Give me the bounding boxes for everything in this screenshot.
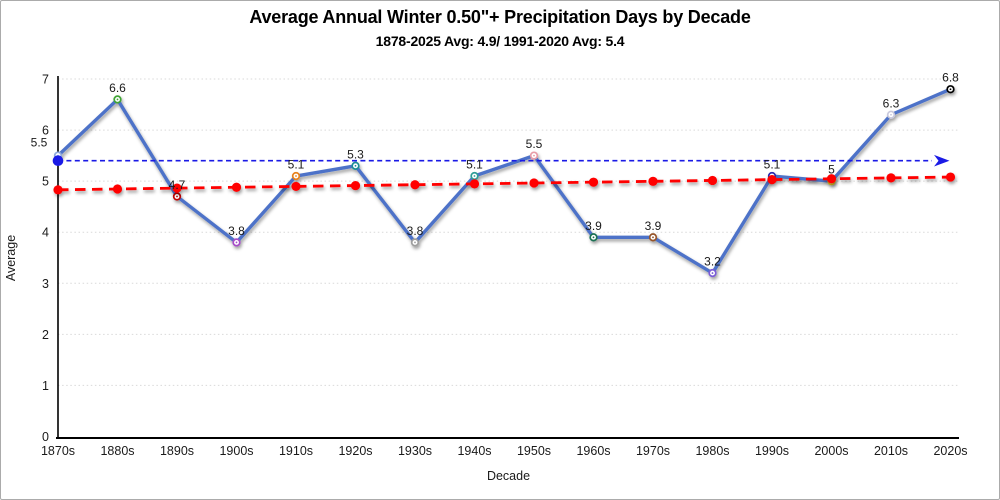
data-label: 5.5 — [526, 137, 543, 151]
y-tick-label: 7 — [42, 73, 49, 87]
data-label: 5.3 — [347, 147, 364, 161]
series-reference-average — [52, 154, 950, 167]
x-tick-label: 2000s — [814, 444, 848, 458]
data-point-marker-center — [592, 236, 595, 239]
data-label: 4.7 — [169, 178, 186, 192]
x-axis-title: Decade — [487, 469, 530, 483]
y-tick-label: 4 — [42, 226, 49, 240]
y-tick-label: 5 — [42, 175, 49, 189]
x-tick-label: 1880s — [100, 444, 134, 458]
x-tick-label: 1870s — [41, 444, 75, 458]
trend-dot-marker — [767, 175, 777, 185]
data-point-marker-center — [176, 195, 178, 198]
data-label: 3.9 — [585, 219, 602, 233]
trend-dot-marker — [826, 174, 837, 184]
data-point-marker-center — [116, 98, 119, 101]
series-linear-trend — [53, 172, 956, 195]
data-label: 6.3 — [883, 96, 900, 110]
x-tick-label: 1980s — [695, 444, 729, 458]
y-tick-label: 6 — [42, 124, 49, 138]
trend-dot-marker — [291, 181, 301, 192]
y-axis-title: Average — [4, 235, 18, 281]
x-tick-label: 1930s — [398, 444, 432, 458]
data-point-marker-center — [295, 175, 297, 177]
x-tick-label: 1900s — [219, 444, 253, 458]
trend-dot-marker — [886, 173, 896, 183]
data-label: 5 — [828, 163, 835, 177]
data-point-marker-center — [652, 236, 654, 239]
y-tick-label: 0 — [42, 430, 49, 444]
trend-dot-marker — [112, 184, 123, 194]
trend-dot-marker — [588, 177, 599, 187]
trend-dot-marker — [469, 179, 480, 189]
data-point-marker-center — [235, 241, 238, 244]
trend-dot-marker — [945, 172, 956, 182]
data-labels: 5.5 6.6 4.7 3.8 5.1 5.3 3.8 5.1 5.5 3.9 3.9 3.2 5.1 5… — [31, 71, 960, 269]
trend-dot-marker — [53, 185, 63, 195]
trend-dot-marker — [529, 178, 539, 188]
x-tick-label: 1990s — [755, 444, 789, 458]
trend-dot-marker — [231, 182, 242, 192]
data-label: 3.8 — [407, 224, 424, 238]
data-label: 6.8 — [942, 71, 959, 85]
data-line — [56, 87, 953, 275]
x-tick-label: 1950s — [517, 444, 551, 458]
x-tick-label: 1970s — [636, 444, 670, 458]
chart-subtitle: 1878-2025 Avg: 4.9/ 1991-2020 Avg: 5.4 — [375, 33, 625, 49]
data-label: 3.8 — [228, 224, 245, 238]
data-point-marker-center — [533, 154, 535, 157]
gridlines — [58, 78, 959, 386]
data-label: 5.5 — [31, 136, 48, 150]
trend-dot-marker — [172, 183, 182, 193]
data-point-marker-center — [473, 175, 476, 177]
data-label: 6.6 — [109, 81, 126, 95]
x-tick-label: 2020s — [933, 444, 967, 458]
data-label: 5.1 — [288, 158, 305, 172]
trend-line — [57, 175, 951, 192]
y-tick-label: 1 — [42, 379, 49, 393]
trend-dot-marker — [410, 180, 420, 190]
reference-start-dot — [52, 155, 64, 167]
series-decade-average — [53, 85, 955, 278]
trend-dot-marker — [350, 180, 361, 191]
x-tick-label: 1920s — [338, 444, 372, 458]
data-point-marker-center — [711, 272, 714, 274]
trend-dot-marker — [648, 176, 658, 186]
data-label: 5.1 — [764, 158, 781, 172]
data-point-marker-center — [414, 241, 416, 244]
trend-dot-marker — [707, 175, 718, 186]
y-tick-label: 2 — [42, 328, 49, 342]
y-tick-label: 3 — [42, 277, 49, 291]
x-tick-label: 1960s — [576, 444, 610, 458]
x-tick-label: 2010s — [874, 444, 908, 458]
chart-title: Average Annual Winter 0.50"+ Precipitati… — [249, 7, 751, 27]
data-label: 3.9 — [645, 219, 662, 233]
axis-tick-labels: 0 1 2 3 4 5 6 7 1870s 1880s 1890s 1900s 1910s 1920s 19… — [4, 73, 968, 484]
data-point-marker-center — [354, 164, 357, 167]
data-point-marker-center — [949, 88, 952, 91]
x-tick-label: 1890s — [160, 444, 194, 458]
x-tick-label: 1910s — [279, 444, 313, 458]
arrowhead-icon — [934, 154, 950, 167]
data-label: 5.1 — [466, 158, 483, 172]
data-point-marker-center — [890, 113, 892, 116]
data-label: 3.2 — [704, 255, 721, 269]
x-tick-label: 1940s — [457, 444, 491, 458]
